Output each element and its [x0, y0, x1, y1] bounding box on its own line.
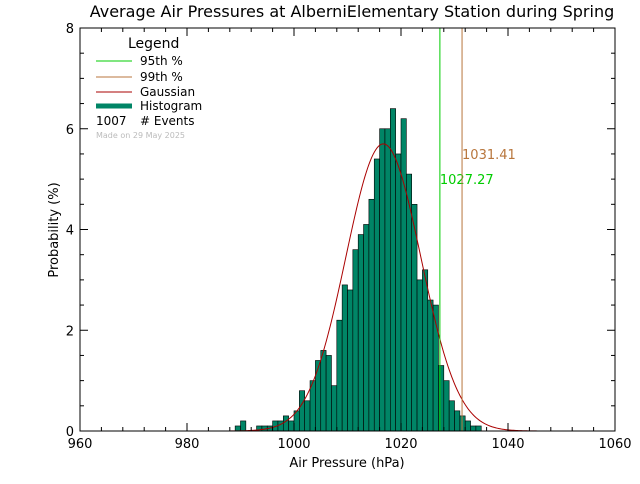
histogram-bar — [325, 355, 332, 432]
y-axis-ticks: 0 2 4 6 8 — [66, 22, 615, 440]
made-on-note: Made on 29 May 2025 — [96, 131, 185, 140]
y-tick-label: 4 — [66, 224, 74, 239]
histogram-bar — [422, 269, 429, 432]
y-tick-label: 0 — [66, 425, 74, 440]
percentile-lines: 1027.27 1031.41 — [439, 28, 516, 431]
histogram-bar — [282, 415, 289, 432]
histogram-bar — [384, 128, 391, 432]
histogram-bar — [363, 224, 370, 432]
chart-title: Average Air Pressures at AlberniElementa… — [90, 2, 615, 21]
histogram-bar — [315, 360, 322, 432]
histogram-bar — [368, 198, 375, 432]
histogram-bar — [411, 204, 418, 432]
histogram-bar — [240, 420, 247, 432]
histogram-bar — [454, 410, 461, 432]
x-tick-label: 1020 — [384, 437, 417, 452]
legend: Legend 95th % 99th % Gaussian Histogram … — [96, 36, 202, 140]
percentile-95-label: 1027.27 — [440, 173, 494, 188]
histogram-bar — [427, 299, 434, 432]
histogram-bar — [277, 420, 284, 432]
x-axis-label: Air Pressure (hPa) — [289, 456, 404, 471]
x-tick-label: 980 — [175, 437, 200, 452]
histogram-bar — [400, 118, 407, 432]
x-tick-label: 1000 — [277, 437, 310, 452]
legend-events-count: 1007 — [96, 114, 127, 128]
legend-title: Legend — [128, 36, 179, 52]
histogram-bar — [352, 249, 359, 432]
histogram-bar — [341, 284, 348, 432]
x-tick-label: 960 — [68, 437, 93, 452]
histogram-bar — [309, 380, 316, 432]
histogram — [234, 108, 482, 432]
legend-label-histogram: Histogram — [140, 99, 202, 113]
histogram-bar — [470, 425, 477, 432]
y-tick-label: 8 — [66, 22, 74, 37]
histogram-bar — [234, 425, 241, 432]
histogram-bar — [475, 425, 482, 432]
histogram-bar — [443, 380, 450, 432]
histogram-bar — [320, 350, 327, 432]
histogram-bar — [347, 289, 354, 432]
histogram-bar — [395, 153, 402, 432]
legend-events-label: # Events — [140, 114, 195, 128]
x-tick-label: 1040 — [491, 437, 524, 452]
histogram-bar — [448, 400, 455, 432]
histogram-bar — [331, 385, 338, 432]
x-tick-label: 1060 — [598, 437, 631, 452]
histogram-bar — [416, 279, 423, 432]
histogram-bar — [379, 128, 386, 432]
histogram-bar — [373, 158, 380, 432]
legend-label-95th: 95th % — [140, 54, 183, 68]
y-tick-label: 6 — [66, 123, 74, 138]
histogram-bar — [438, 365, 445, 432]
histogram-bar — [336, 319, 343, 432]
x-axis-ticks: 960 980 1000 1020 1040 1060 — [68, 28, 632, 452]
histogram-bar — [357, 234, 364, 432]
histogram-bar — [304, 400, 311, 432]
y-tick-label: 2 — [66, 324, 74, 339]
percentile-99-label: 1031.41 — [462, 148, 516, 163]
histogram-bar — [299, 390, 306, 432]
y-axis-label: Probability (%) — [47, 182, 62, 277]
histogram-bar — [464, 420, 471, 432]
legend-label-gaussian: Gaussian — [140, 85, 195, 99]
legend-label-99th: 99th % — [140, 70, 183, 84]
histogram-bar — [288, 420, 295, 432]
